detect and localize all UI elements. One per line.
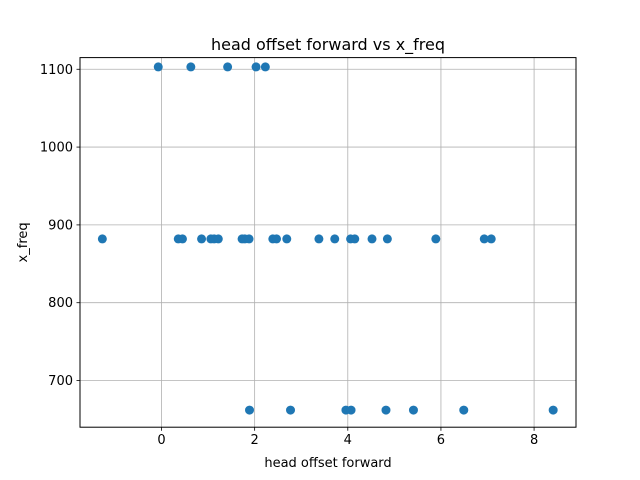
data-point <box>486 234 496 244</box>
data-points <box>97 62 558 415</box>
data-point <box>282 234 292 244</box>
data-point <box>381 405 391 415</box>
data-point <box>346 405 356 415</box>
x-tick-label: 6 <box>437 433 445 448</box>
x-tick-label: 8 <box>530 433 538 448</box>
chart-title: head offset forward vs x_freq <box>211 35 445 55</box>
y-tick-label: 800 <box>48 296 73 311</box>
data-point <box>431 234 441 244</box>
x-axis-label: head offset forward <box>264 456 391 471</box>
data-point <box>213 234 223 244</box>
y-tick-label: 700 <box>48 374 73 389</box>
data-point <box>330 234 340 244</box>
data-point <box>251 62 261 72</box>
data-point <box>153 62 163 72</box>
data-point <box>272 234 282 244</box>
data-point <box>177 234 187 244</box>
data-point <box>197 234 207 244</box>
data-point <box>382 234 392 244</box>
x-tick-label: 0 <box>157 433 165 448</box>
data-point <box>244 234 254 244</box>
data-point <box>286 405 296 415</box>
data-point <box>459 405 469 415</box>
x-tick-label: 4 <box>344 433 352 448</box>
plot-frame <box>79 57 577 428</box>
y-tick-label: 1100 <box>40 63 73 78</box>
y-tick-label: 1000 <box>40 141 73 156</box>
data-point <box>367 234 377 244</box>
y-tick-label: 900 <box>48 218 73 233</box>
data-point <box>350 234 360 244</box>
data-point <box>548 405 558 415</box>
x-axis-ticks: 0 2 4 6 8 <box>157 427 538 448</box>
data-point <box>260 62 270 72</box>
data-point <box>186 62 196 72</box>
data-point <box>223 62 233 72</box>
y-axis-label: x_freq <box>16 222 31 262</box>
data-point <box>245 405 255 415</box>
x-tick-label: 2 <box>251 433 259 448</box>
data-point <box>479 234 489 244</box>
data-point <box>314 234 324 244</box>
data-point <box>408 405 418 415</box>
data-point <box>97 234 107 244</box>
y-axis-ticks: 700 800 900 1000 1100 <box>40 63 80 389</box>
